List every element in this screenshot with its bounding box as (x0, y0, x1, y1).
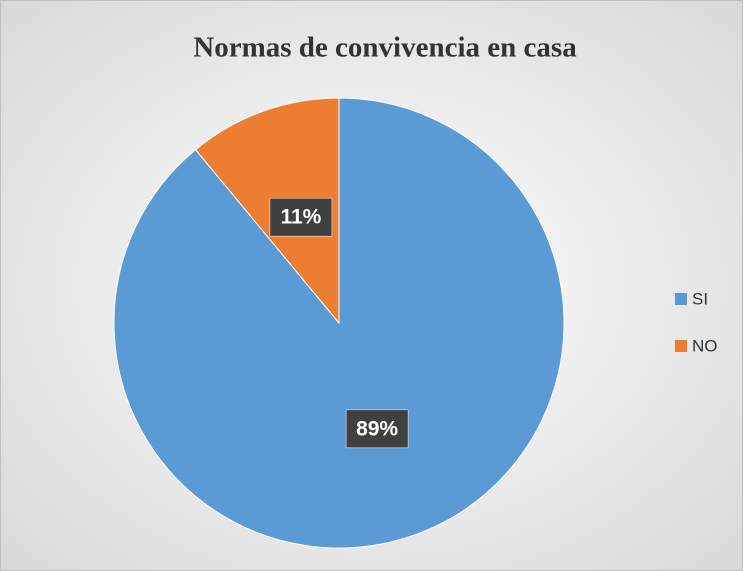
data-label: 89% (356, 417, 398, 440)
data-label-box (269, 197, 333, 237)
pie-slice (194, 97, 340, 325)
legend-label: NO (692, 336, 718, 355)
data-label-box (345, 409, 409, 449)
legend-swatch (675, 293, 687, 305)
legend-swatch (675, 340, 687, 352)
data-label: 11% (280, 206, 321, 229)
chart-title: Normas de convivencia en casa (193, 32, 577, 64)
legend-label: SI (692, 289, 708, 308)
